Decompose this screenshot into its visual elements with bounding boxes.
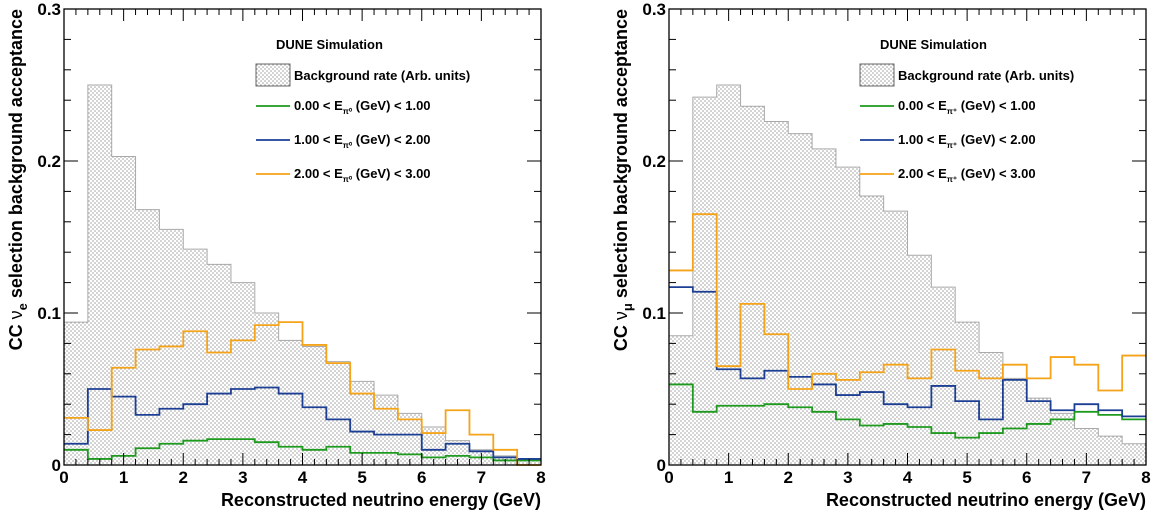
background-outline xyxy=(668,84,1146,465)
background-bar xyxy=(183,249,208,465)
background-bar xyxy=(740,106,765,465)
y-tick-label: 0.2 xyxy=(642,152,666,171)
background-bar xyxy=(955,322,980,465)
legend-background-label: Background rate (Arb. units) xyxy=(898,68,1074,83)
chart-panel-right: 0 1 2 3 4 5 6 7 8 0 0.1 0.2 0.3 Reconstructed neutrin… xyxy=(611,0,1151,510)
series-line-0 xyxy=(64,438,541,462)
background-bar xyxy=(764,121,789,465)
y-tick-label: 0.1 xyxy=(642,304,666,323)
legend-background-swatch xyxy=(255,63,291,87)
x-tick-label: 1 xyxy=(119,468,128,487)
legend-background-label: Background rate (Arb. units) xyxy=(294,68,470,83)
background-bar xyxy=(87,85,112,465)
background-bar xyxy=(135,209,160,465)
series-line-1 xyxy=(669,286,1146,421)
x-tick-label: 3 xyxy=(843,468,852,487)
x-tick-label: 0 xyxy=(59,468,68,487)
background-bar xyxy=(254,313,279,465)
background-bar xyxy=(397,413,422,465)
x-tick-label: 2 xyxy=(179,468,188,487)
background-bar xyxy=(812,148,836,465)
x-tick-label: 5 xyxy=(357,468,366,487)
background-bar xyxy=(278,340,303,465)
legend-background-swatch xyxy=(859,63,895,87)
background-bar xyxy=(302,346,327,465)
legend-header: DUNE Simulation xyxy=(276,37,383,52)
x-tick-label: 4 xyxy=(298,468,308,487)
background-bar xyxy=(421,427,446,465)
background-bar xyxy=(374,395,398,465)
y-tick-label: 0.1 xyxy=(37,304,61,323)
x-tick-label: 6 xyxy=(1022,468,1031,487)
y-tick-label: 0.3 xyxy=(642,0,666,19)
legend-entry-label: 2.00 < Eπ⁰ (GeV) < 3.00 xyxy=(294,166,431,184)
background-bar xyxy=(692,97,717,465)
y-tick-label: 0.2 xyxy=(37,152,61,171)
x-axis-title: Reconstructed neutrino energy (GeV) xyxy=(826,490,1146,510)
legend: DUNE Simulation Background rate (Arb. uni… xyxy=(859,37,1074,184)
background-bar xyxy=(1026,398,1051,465)
background-bar xyxy=(716,85,741,465)
background-bar xyxy=(111,156,136,465)
legend-entry-label: 0.00 < Eπ⁰ (GeV) < 1.00 xyxy=(294,98,431,116)
x-tick-label: 8 xyxy=(536,468,545,487)
legend-entry-label: 1.00 < Eπ⁰ (GeV) < 2.00 xyxy=(294,132,431,150)
background-bar xyxy=(445,440,470,465)
legend-entry-label: 2.00 < Eπ⁺ (GeV) < 3.00 xyxy=(898,166,1036,184)
background-bar xyxy=(64,322,88,465)
y-axis-title: CC νμ selection background acceptance xyxy=(611,9,635,351)
background-bar xyxy=(835,167,860,465)
background-bar xyxy=(1002,378,1027,465)
x-tick-label: 8 xyxy=(1141,468,1150,487)
background-bar xyxy=(230,282,255,465)
background-bar xyxy=(207,264,231,465)
background-bar xyxy=(788,133,813,465)
y-axis-title: CC νe selection background acceptance xyxy=(6,9,30,350)
background-bar xyxy=(326,361,351,465)
x-axis-title: Reconstructed neutrino energy (GeV) xyxy=(221,490,541,510)
y-tick-label: 0 xyxy=(657,456,666,475)
background-bar xyxy=(883,211,908,465)
x-tick-label: 2 xyxy=(784,468,793,487)
background-bar xyxy=(1050,413,1075,465)
background-bar xyxy=(979,352,1003,465)
y-tick-label: 0.3 xyxy=(37,0,61,19)
legend-header: DUNE Simulation xyxy=(880,37,987,52)
x-tick-label: 4 xyxy=(903,468,913,487)
series-line-2 xyxy=(64,321,541,466)
y-tick-label: 0 xyxy=(52,456,61,475)
background-bar xyxy=(859,195,884,465)
x-tick-label: 7 xyxy=(477,468,486,487)
legend: DUNE Simulation Background rate (Arb. uni… xyxy=(255,37,470,184)
chart-panel-left: 0 1 2 3 4 5 6 7 8 0 0.1 0.2 0.3 Reconstructed neutrin… xyxy=(6,0,546,510)
series-line-0 xyxy=(669,383,1146,439)
background-bar xyxy=(669,335,693,465)
x-tick-label: 7 xyxy=(1082,468,1091,487)
x-tick-label: 3 xyxy=(238,468,247,487)
x-tick-label: 5 xyxy=(962,468,971,487)
x-tick-label: 1 xyxy=(724,468,733,487)
background-bar xyxy=(1098,436,1123,465)
legend-entry-label: 1.00 < Eπ⁺ (GeV) < 2.00 xyxy=(898,132,1036,150)
background-bar xyxy=(907,255,932,465)
background-bar xyxy=(1122,443,1146,465)
legend-entry-label: 0.00 < Eπ⁺ (GeV) < 1.00 xyxy=(898,98,1036,116)
background-bar xyxy=(931,287,956,465)
x-tick-label: 0 xyxy=(664,468,673,487)
background-bar xyxy=(1074,428,1099,465)
series-line-2 xyxy=(669,213,1146,392)
x-tick-label: 6 xyxy=(417,468,426,487)
series-line-1 xyxy=(64,386,541,460)
background-bar xyxy=(350,381,375,465)
